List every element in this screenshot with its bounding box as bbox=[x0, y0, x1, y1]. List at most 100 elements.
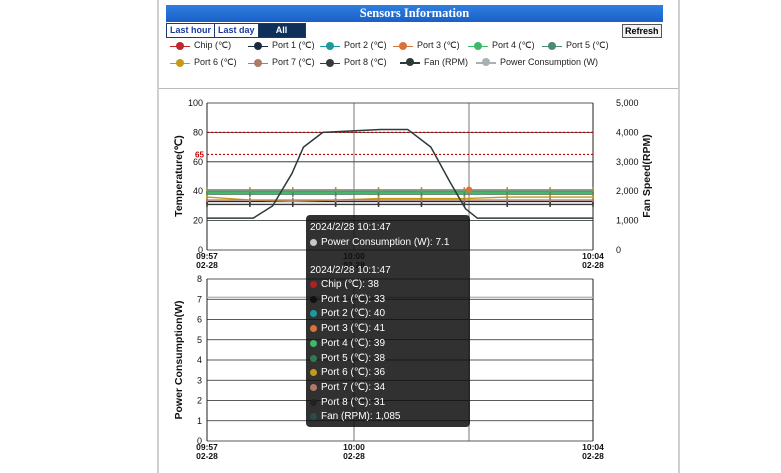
tooltip-top-item: Power Consumption (W): 7.1 bbox=[310, 237, 449, 248]
legend-symbol bbox=[476, 58, 496, 66]
legend-label: Port 8 (℃) bbox=[344, 57, 387, 67]
legend-item[interactable]: Port 5 (℃) bbox=[542, 40, 609, 51]
tooltip-item: Fan (RPM): 1,085 bbox=[310, 411, 400, 422]
legend-item[interactable]: Port 1 (℃) bbox=[248, 40, 315, 51]
x-tick-label: 10:00 bbox=[343, 442, 365, 452]
y-tick-label: 0 bbox=[198, 245, 203, 255]
tooltip-bottom-time: 2024/2/28 10:1:47 bbox=[310, 265, 391, 276]
tooltip-item-label: Port 2 (℃): 40 bbox=[321, 308, 386, 320]
tooltip-item: Port 4 (℃): 39 bbox=[310, 338, 385, 349]
y-tick-label: 60 bbox=[193, 157, 203, 167]
x-tick-label: 10:04 bbox=[582, 251, 604, 261]
legend-item[interactable]: Port 7 (℃) bbox=[248, 57, 315, 68]
legend-symbol bbox=[320, 41, 340, 50]
tooltip-item: Port 7 (℃): 34 bbox=[310, 382, 385, 393]
legend-symbol bbox=[170, 58, 190, 67]
series-marker bbox=[334, 197, 337, 203]
x-tick-date: 02-28 bbox=[196, 260, 218, 270]
legend-item[interactable]: Power Consumption (W) bbox=[476, 57, 598, 67]
series-marker bbox=[506, 191, 509, 197]
threshold-label: 65 bbox=[195, 150, 204, 159]
tooltip-dot bbox=[310, 281, 317, 288]
legend-item[interactable]: Port 8 (℃) bbox=[320, 57, 387, 68]
legend-symbol bbox=[320, 58, 340, 67]
tooltip-item: Port 3 (℃): 41 bbox=[310, 323, 385, 334]
y-tick-label: 3 bbox=[197, 375, 202, 385]
tooltip-dot bbox=[310, 413, 317, 421]
series-marker bbox=[377, 191, 380, 197]
tooltip-item-label: Port 4 (℃): 39 bbox=[321, 337, 386, 349]
tooltip-item: Port 2 (℃): 40 bbox=[310, 308, 385, 319]
legend-label: Port 5 (℃) bbox=[566, 40, 609, 50]
y2-tick-label: 1,000 bbox=[616, 216, 639, 226]
series-marker bbox=[420, 191, 423, 197]
legend-item[interactable]: Port 2 (℃) bbox=[320, 40, 387, 51]
panel-left-border bbox=[157, 0, 159, 473]
tooltip-dot bbox=[310, 398, 317, 406]
legend-label: Fan (RPM) bbox=[424, 57, 469, 67]
series-marker bbox=[592, 187, 594, 193]
y2-tick-label: 2,000 bbox=[616, 186, 639, 196]
tooltip-item-label: Power Consumption (W): 7.1 bbox=[321, 237, 450, 248]
series-marker bbox=[463, 197, 466, 203]
tab-last-day[interactable]: Last day bbox=[215, 24, 259, 37]
series-marker bbox=[206, 191, 208, 197]
series-marker bbox=[549, 194, 551, 200]
tooltip-item-label: Port 8 (℃): 31 bbox=[321, 396, 386, 408]
tooltip-item-label: Port 7 (℃): 34 bbox=[321, 381, 386, 393]
legend-label: Port 1 (℃) bbox=[272, 40, 315, 50]
x-tick-date: 02-28 bbox=[582, 451, 604, 461]
tab-all[interactable]: All bbox=[258, 24, 305, 37]
legend-label: Port 6 (℃) bbox=[194, 57, 237, 67]
legend-symbol bbox=[248, 58, 268, 67]
legend-item[interactable]: Fan (RPM) bbox=[400, 57, 468, 67]
y-tick-label: 0 bbox=[197, 436, 202, 446]
series-marker bbox=[463, 187, 466, 193]
y2-tick-label: 4,000 bbox=[616, 127, 639, 137]
y-tick-label: 2 bbox=[197, 396, 202, 406]
y2-tick-label: 5,000 bbox=[616, 98, 639, 108]
tab-last-hour[interactable]: Last hour bbox=[167, 24, 216, 37]
y-tick-label: 20 bbox=[193, 216, 203, 226]
tooltip-item: Port 5 (℃): 38 bbox=[310, 353, 385, 364]
series-marker bbox=[420, 187, 423, 193]
y-tick-label: 1 bbox=[197, 416, 202, 426]
legend-item[interactable]: Port 6 (℃) bbox=[170, 57, 237, 68]
y-tick-label: 80 bbox=[193, 127, 203, 137]
legend-label: Port 3 (℃) bbox=[417, 40, 460, 50]
series-marker bbox=[291, 197, 294, 203]
refresh-button[interactable]: Refresh bbox=[622, 24, 662, 38]
tooltip-item-label: Port 3 (℃): 41 bbox=[321, 323, 386, 335]
tooltip-dot bbox=[310, 295, 317, 303]
series-marker bbox=[377, 201, 380, 207]
legend-item[interactable]: Port 4 (℃) bbox=[468, 40, 535, 51]
tooltip-dot bbox=[310, 339, 317, 347]
legend-item[interactable]: Port 3 (℃) bbox=[393, 40, 460, 51]
series-marker bbox=[249, 197, 251, 203]
legend-item[interactable]: Chip (℃) bbox=[170, 40, 231, 51]
series-marker bbox=[249, 201, 251, 207]
tooltip-dot bbox=[310, 325, 317, 333]
legend-symbol bbox=[400, 58, 420, 66]
tooltip-top-time: 2024/2/28 10:1:47 bbox=[310, 222, 391, 233]
tooltip-item-label: Fan (RPM): 1,085 bbox=[321, 411, 401, 423]
series-marker bbox=[377, 187, 380, 193]
y-tick-label: 6 bbox=[197, 315, 202, 325]
legend-label: Power Consumption (W) bbox=[500, 57, 599, 67]
series-marker bbox=[549, 197, 551, 203]
series-marker bbox=[463, 191, 466, 197]
y-tick-label: 100 bbox=[188, 98, 203, 108]
legend-label: Port 4 (℃) bbox=[492, 40, 535, 50]
series-marker bbox=[334, 187, 337, 193]
legend-symbol bbox=[170, 41, 190, 50]
tooltip-dot bbox=[310, 310, 317, 318]
tooltip-item: Port 1 (℃): 33 bbox=[310, 294, 385, 305]
legend-symbol bbox=[393, 41, 413, 50]
tooltip-item-label: Port 6 (℃): 36 bbox=[321, 367, 386, 379]
series-marker bbox=[249, 187, 251, 193]
series-marker bbox=[506, 201, 509, 207]
highlight-point bbox=[465, 186, 473, 193]
divider bbox=[159, 88, 678, 89]
x-tick-date: 02-28 bbox=[582, 260, 604, 270]
y-tick-label: 5 bbox=[197, 335, 202, 345]
